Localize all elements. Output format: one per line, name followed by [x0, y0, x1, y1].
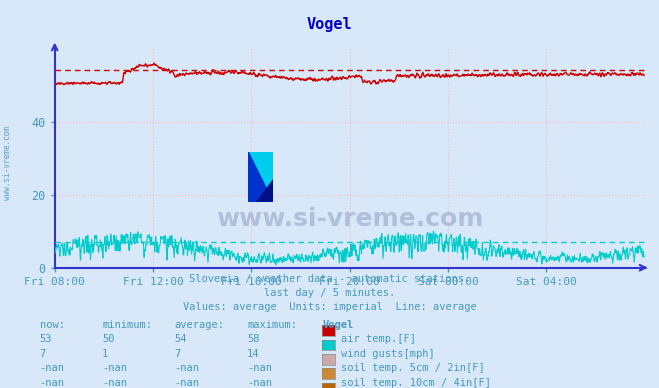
Text: 1: 1 — [102, 349, 108, 359]
Text: Vogel: Vogel — [306, 17, 353, 33]
Text: www.si-vreme.com: www.si-vreme.com — [216, 208, 483, 232]
Text: Vogel: Vogel — [323, 320, 354, 330]
Text: 53: 53 — [40, 334, 52, 345]
Text: soil temp. 10cm / 4in[F]: soil temp. 10cm / 4in[F] — [341, 378, 491, 388]
Text: -nan: -nan — [175, 363, 200, 373]
Text: -nan: -nan — [247, 363, 272, 373]
Polygon shape — [256, 179, 273, 202]
Text: minimum:: minimum: — [102, 320, 152, 330]
Text: maximum:: maximum: — [247, 320, 297, 330]
Text: average:: average: — [175, 320, 225, 330]
Text: 14: 14 — [247, 349, 260, 359]
Polygon shape — [248, 152, 273, 202]
Polygon shape — [248, 152, 273, 202]
Text: 54: 54 — [175, 334, 187, 345]
Text: Values: average  Units: imperial  Line: average: Values: average Units: imperial Line: av… — [183, 302, 476, 312]
Text: -nan: -nan — [102, 378, 127, 388]
Text: 7: 7 — [175, 349, 181, 359]
Text: -nan: -nan — [40, 378, 65, 388]
Text: -nan: -nan — [102, 363, 127, 373]
Text: -nan: -nan — [247, 378, 272, 388]
Text: www.si-vreme.com: www.si-vreme.com — [3, 126, 13, 200]
Text: 50: 50 — [102, 334, 115, 345]
Text: Slovenia / weather data - automatic stations.: Slovenia / weather data - automatic stat… — [189, 274, 470, 284]
Text: 58: 58 — [247, 334, 260, 345]
Text: -nan: -nan — [175, 378, 200, 388]
Text: wind gusts[mph]: wind gusts[mph] — [341, 349, 434, 359]
Text: -nan: -nan — [40, 363, 65, 373]
Text: 7: 7 — [40, 349, 45, 359]
Text: now:: now: — [40, 320, 65, 330]
Text: last day / 5 minutes.: last day / 5 minutes. — [264, 288, 395, 298]
Text: air temp.[F]: air temp.[F] — [341, 334, 416, 345]
Text: soil temp. 5cm / 2in[F]: soil temp. 5cm / 2in[F] — [341, 363, 484, 373]
